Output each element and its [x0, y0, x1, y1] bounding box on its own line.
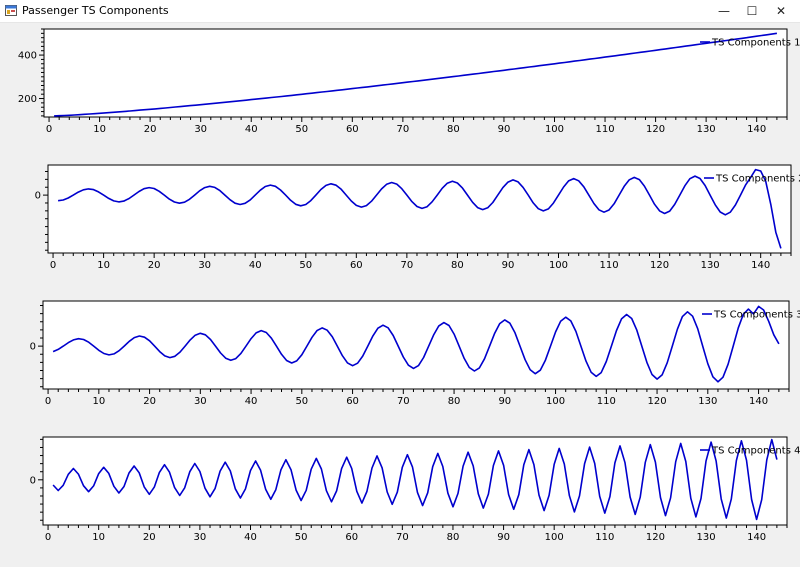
x-tick-label: 80 — [448, 396, 461, 407]
x-tick-label: 50 — [295, 396, 308, 407]
x-tick-label: 90 — [502, 260, 515, 271]
y-tick-label: 0 — [30, 475, 36, 486]
x-tick-label: 130 — [701, 260, 720, 271]
legend-label: TS Components 1 — [711, 38, 800, 49]
x-tick-label: 10 — [92, 396, 105, 407]
x-tick-label: 40 — [244, 532, 257, 543]
plot-area — [47, 164, 792, 254]
chart-ts-component-1[interactable]: 0 10 20 30 40 50 60 70 80 90 100 110 120 130 140 200 400… — [0, 22, 800, 154]
x-tick-label: 0 — [45, 532, 51, 543]
plot-area — [43, 28, 788, 118]
x-tick-label: 130 — [697, 124, 716, 135]
x-tick-label: 20 — [144, 124, 157, 135]
x-tick-label: 70 — [396, 124, 409, 135]
maximize-button[interactable]: ☐ — [746, 4, 758, 18]
x-tick-label: 80 — [447, 124, 460, 135]
x-tick-label: 100 — [545, 124, 564, 135]
x-tick-label: 30 — [194, 396, 207, 407]
x-tick-label: 120 — [648, 396, 667, 407]
x-tick-label: 110 — [595, 532, 614, 543]
x-tick-label: 90 — [498, 396, 511, 407]
x-tick-label: 0 — [46, 124, 52, 135]
chart-ts-component-2[interactable]: 0 10 20 30 40 50 60 70 80 90 100 110 120 130 140 0 TS Co… — [0, 158, 800, 294]
x-tick-label: 50 — [295, 532, 308, 543]
x-tick-label: 100 — [549, 260, 568, 271]
y-tick-label: 400 — [18, 51, 37, 62]
x-tick-label: 50 — [295, 124, 308, 135]
x-tick-label: 30 — [194, 532, 207, 543]
x-tick-label: 140 — [747, 124, 766, 135]
x-tick-label: 140 — [751, 260, 770, 271]
x-tick-label: 70 — [397, 396, 410, 407]
legend-label: TS Components 4 — [711, 446, 800, 457]
x-tick-label: 80 — [447, 532, 460, 543]
x-tick-label: 80 — [451, 260, 464, 271]
x-tick-label: 0 — [45, 396, 51, 407]
chart-ts-component-3[interactable]: 0 10 20 30 40 50 60 70 80 90 100 110 120 130 140 0 TS Co… — [0, 294, 800, 430]
x-tick-label: 40 — [245, 396, 258, 407]
series-line — [54, 32, 778, 117]
app-icon — [5, 5, 17, 16]
x-tick-label: 130 — [696, 532, 715, 543]
x-tick-label: 110 — [595, 124, 614, 135]
x-tick-label: 120 — [646, 532, 665, 543]
minimize-button[interactable]: — — [718, 4, 730, 18]
x-tick-label: 10 — [97, 260, 110, 271]
x-tick-label: 70 — [396, 532, 409, 543]
plot-area — [42, 300, 790, 390]
x-tick-label: 90 — [497, 532, 510, 543]
x-tick-label: 20 — [143, 532, 156, 543]
x-tick-label: 10 — [92, 532, 105, 543]
y-tick-label: 200 — [18, 94, 37, 105]
legend-label: TS Components 3 — [713, 310, 800, 321]
y-tick-label: 0 — [35, 191, 41, 202]
title-bar[interactable]: Passenger TS Components — ☐ ✕ — [0, 0, 800, 23]
x-tick-label: 60 — [350, 260, 363, 271]
window-title: Passenger TS Components — [22, 4, 169, 17]
series-line — [52, 438, 778, 521]
y-tick-label: 0 — [30, 342, 36, 353]
x-tick-label: 100 — [545, 532, 564, 543]
series-line — [52, 305, 780, 383]
x-tick-label: 130 — [698, 396, 717, 407]
x-tick-label: 60 — [346, 124, 359, 135]
legend-label: TS Components 2 — [715, 174, 800, 185]
x-tick-label: 50 — [299, 260, 312, 271]
x-tick-label: 140 — [747, 532, 766, 543]
close-button[interactable]: ✕ — [775, 4, 787, 18]
x-tick-label: 40 — [245, 124, 258, 135]
x-tick-label: 110 — [597, 396, 616, 407]
x-tick-label: 120 — [646, 124, 665, 135]
x-tick-label: 40 — [249, 260, 262, 271]
x-tick-label: 100 — [546, 396, 565, 407]
x-tick-label: 90 — [498, 124, 511, 135]
x-tick-label: 30 — [198, 260, 211, 271]
x-tick-label: 110 — [599, 260, 618, 271]
x-tick-label: 60 — [346, 396, 359, 407]
x-tick-label: 20 — [148, 260, 161, 271]
x-tick-label: 70 — [400, 260, 413, 271]
x-tick-label: 140 — [749, 396, 768, 407]
x-tick-label: 20 — [143, 396, 156, 407]
x-tick-label: 120 — [650, 260, 669, 271]
x-tick-label: 30 — [194, 124, 207, 135]
chart-ts-component-4[interactable]: 0 10 20 30 40 50 60 70 80 90 100 110 120 130 140 0 TS Co… — [0, 430, 800, 566]
x-tick-label: 0 — [50, 260, 56, 271]
x-tick-label: 60 — [345, 532, 358, 543]
x-tick-label: 10 — [93, 124, 106, 135]
series-line — [57, 168, 782, 249]
